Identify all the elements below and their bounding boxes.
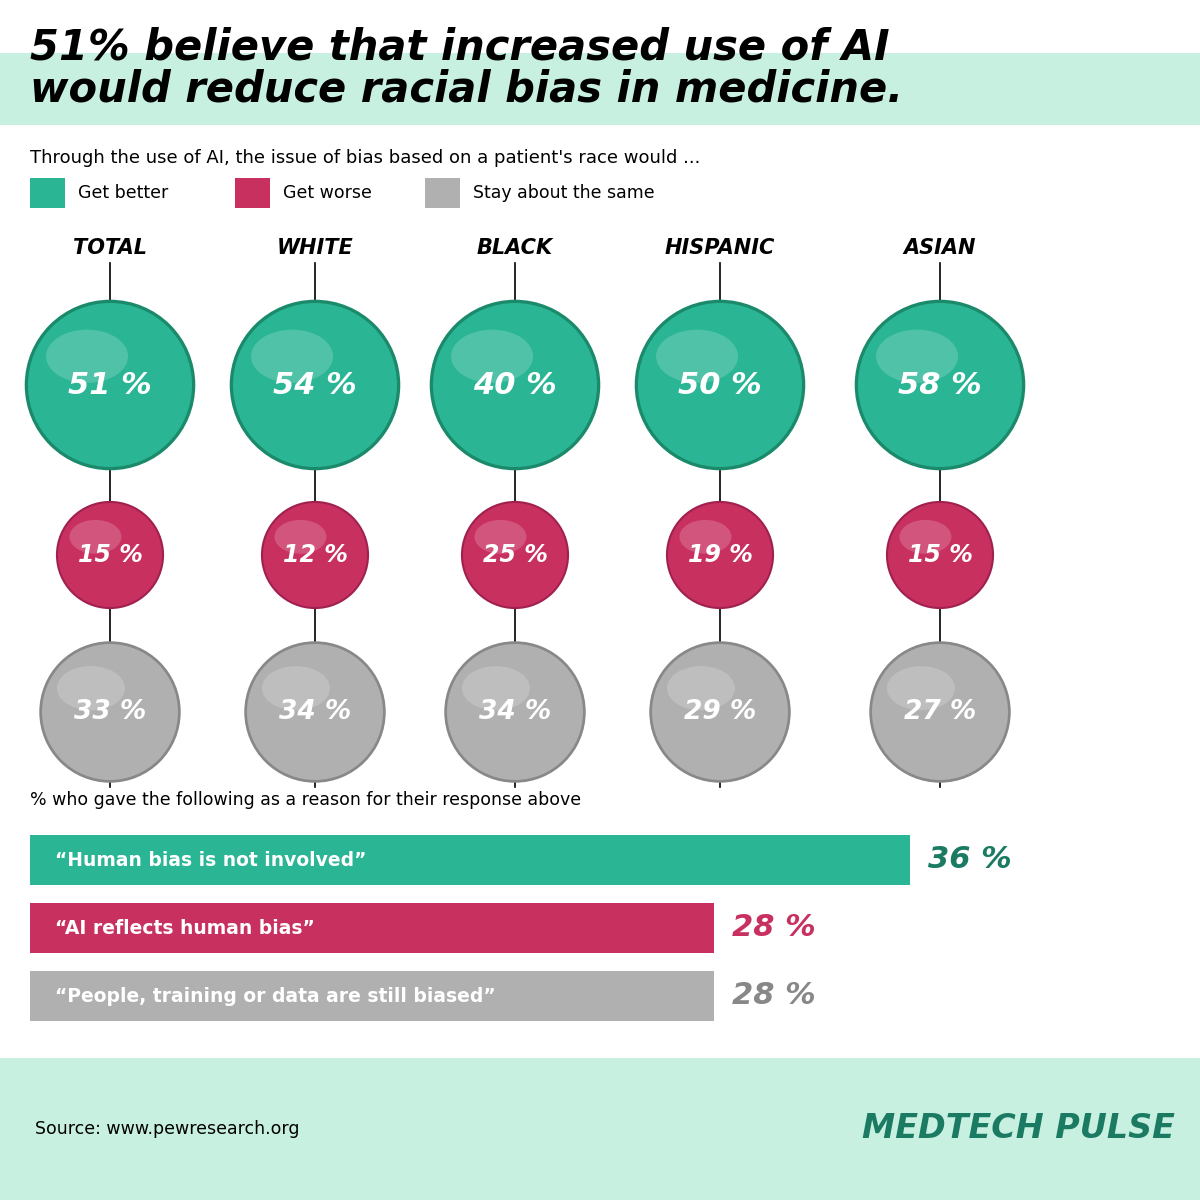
Circle shape — [638, 302, 802, 467]
Ellipse shape — [667, 666, 734, 710]
Ellipse shape — [900, 520, 952, 553]
Text: “People, training or data are still biased”: “People, training or data are still bias… — [55, 986, 496, 1006]
Text: “Human bias is not involved”: “Human bias is not involved” — [55, 851, 366, 870]
Text: 34 %: 34 % — [278, 698, 352, 725]
FancyBboxPatch shape — [425, 178, 460, 208]
Text: 25 %: 25 % — [482, 542, 547, 566]
Circle shape — [444, 641, 586, 782]
Circle shape — [446, 644, 583, 780]
Ellipse shape — [451, 330, 533, 383]
Circle shape — [461, 500, 569, 610]
Text: 27 %: 27 % — [904, 698, 976, 725]
FancyBboxPatch shape — [30, 178, 65, 208]
Text: 19 %: 19 % — [688, 542, 752, 566]
Circle shape — [56, 500, 164, 610]
Text: Get worse: Get worse — [283, 184, 372, 202]
Circle shape — [854, 300, 1025, 470]
Circle shape — [42, 644, 178, 780]
Circle shape — [886, 500, 994, 610]
FancyBboxPatch shape — [0, 1058, 1200, 1200]
Circle shape — [233, 302, 397, 467]
Circle shape — [666, 500, 774, 610]
Circle shape — [635, 300, 805, 470]
Circle shape — [858, 302, 1022, 467]
Text: 33 %: 33 % — [74, 698, 146, 725]
Text: Through the use of AI, the issue of bias based on a patient's race would ...: Through the use of AI, the issue of bias… — [30, 149, 701, 167]
Text: 54 %: 54 % — [274, 371, 356, 400]
Ellipse shape — [46, 330, 128, 383]
Circle shape — [263, 503, 367, 607]
Text: 12 %: 12 % — [282, 542, 348, 566]
Circle shape — [245, 641, 385, 782]
Ellipse shape — [70, 520, 121, 553]
Text: “AI reflects human bias”: “AI reflects human bias” — [55, 918, 314, 937]
Text: Stay about the same: Stay about the same — [473, 184, 655, 202]
Text: % who gave the following as a reason for their response above: % who gave the following as a reason for… — [30, 791, 581, 809]
Text: 51% believe that increased use of AI: 51% believe that increased use of AI — [30, 26, 889, 68]
Circle shape — [869, 641, 1010, 782]
FancyBboxPatch shape — [235, 178, 270, 208]
Ellipse shape — [262, 666, 330, 710]
Circle shape — [247, 644, 383, 780]
Text: WHITE: WHITE — [277, 238, 353, 258]
Text: would reduce racial bias in medicine.: would reduce racial bias in medicine. — [30, 68, 904, 110]
Circle shape — [668, 503, 772, 607]
Ellipse shape — [679, 520, 732, 553]
Text: 15 %: 15 % — [907, 542, 972, 566]
Circle shape — [260, 500, 370, 610]
Text: 40 %: 40 % — [473, 371, 557, 400]
Text: Get better: Get better — [78, 184, 168, 202]
Circle shape — [58, 503, 162, 607]
FancyBboxPatch shape — [30, 835, 910, 886]
Circle shape — [463, 503, 568, 607]
Circle shape — [229, 300, 401, 470]
FancyBboxPatch shape — [0, 53, 1200, 125]
Ellipse shape — [474, 520, 527, 553]
Circle shape — [652, 644, 788, 780]
Text: ASIAN: ASIAN — [904, 238, 977, 258]
Circle shape — [872, 644, 1008, 780]
Ellipse shape — [275, 520, 326, 553]
Circle shape — [25, 300, 196, 470]
Ellipse shape — [887, 666, 955, 710]
Circle shape — [433, 302, 598, 467]
Ellipse shape — [251, 330, 334, 383]
Ellipse shape — [876, 330, 958, 383]
Text: 28 %: 28 % — [732, 982, 816, 1010]
Circle shape — [888, 503, 992, 607]
Text: HISPANIC: HISPANIC — [665, 238, 775, 258]
Text: 15 %: 15 % — [78, 542, 143, 566]
Ellipse shape — [56, 666, 125, 710]
FancyBboxPatch shape — [30, 902, 714, 953]
Text: 58 %: 58 % — [898, 371, 982, 400]
Text: 28 %: 28 % — [732, 913, 816, 942]
Text: 34 %: 34 % — [479, 698, 551, 725]
FancyBboxPatch shape — [30, 971, 714, 1021]
Text: MEDTECH PULSE: MEDTECH PULSE — [862, 1112, 1175, 1146]
Text: BLACK: BLACK — [476, 238, 553, 258]
Text: 36 %: 36 % — [928, 846, 1012, 875]
Ellipse shape — [656, 330, 738, 383]
Circle shape — [649, 641, 791, 782]
Text: Source: www.pewresearch.org: Source: www.pewresearch.org — [35, 1120, 300, 1138]
Circle shape — [430, 300, 600, 470]
Text: 29 %: 29 % — [684, 698, 756, 725]
Text: 51 %: 51 % — [68, 371, 152, 400]
Circle shape — [28, 302, 192, 467]
Text: 50 %: 50 % — [678, 371, 762, 400]
Ellipse shape — [462, 666, 530, 710]
Text: TOTAL: TOTAL — [73, 238, 148, 258]
Circle shape — [40, 641, 181, 782]
